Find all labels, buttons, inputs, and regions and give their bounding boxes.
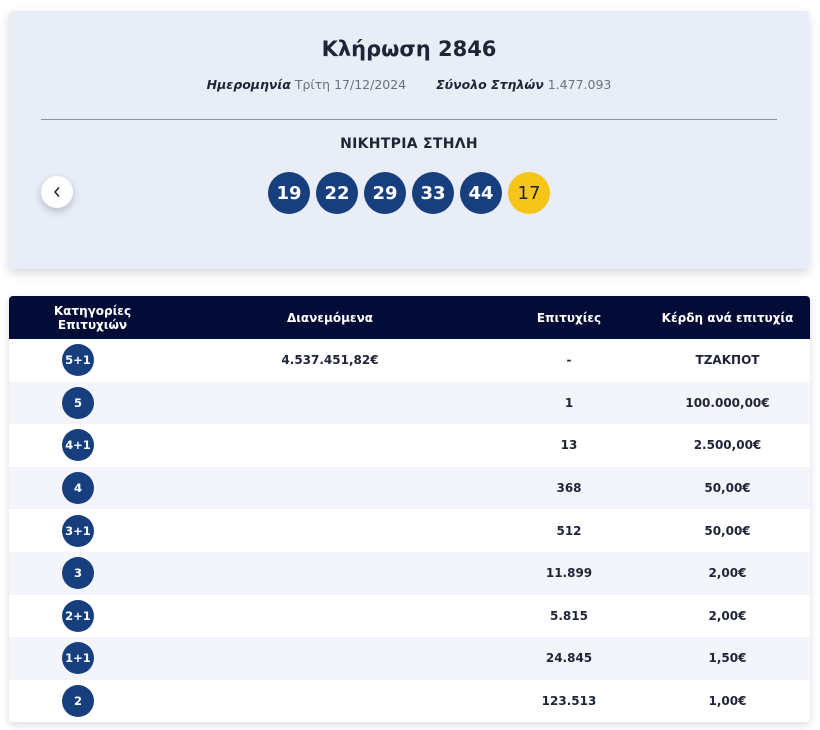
category-badge: 4 [62, 472, 94, 505]
draw-card: Κλήρωση 2846 Ημερομηνία Τρίτη 17/12/2024… [9, 11, 809, 269]
table-row: 5+1 4.537.451,82€ - ΤΖΑΚΠΟΤ [9, 339, 810, 382]
columns-value: 1.477.093 [547, 77, 612, 92]
chevron-left-icon [54, 187, 60, 197]
winners-cell: 123.513 [541, 694, 597, 709]
table-body: 5+1 4.537.451,82€ - ΤΖΑΚΠΟΤ 5 1 100.000,… [9, 339, 810, 722]
prize-table: Κατηγορίες Επιτυχιών Διανεμόμενα Επιτυχί… [9, 296, 810, 722]
table-row: 4 368 50,00€ [9, 466, 810, 510]
table-row: 2 123.513 1,00€ [9, 679, 810, 722]
winners-cell: 13 [560, 438, 578, 453]
number-ball: 44 [460, 172, 502, 214]
winning-column-title: ΝΙΚΗΤΡΙΑ ΣΤΗΛΗ [340, 136, 478, 152]
header-winners: Επιτυχίες [536, 310, 602, 325]
date-label: Ημερομηνία [206, 77, 291, 92]
date-value: Τρίτη 17/12/2024 [294, 77, 407, 92]
number-ball: 19 [268, 172, 310, 214]
table-row: 3+1 512 50,00€ [9, 509, 810, 552]
number-ball: 33 [412, 172, 454, 214]
divider [41, 119, 777, 120]
header-category: Κατηγορίες Επιτυχιών [53, 303, 132, 332]
prize-cell: 1,00€ [708, 694, 747, 709]
columns-label: Σύνολο Στηλών [436, 77, 544, 92]
category-badge: 3+1 [62, 514, 94, 547]
table-row: 3 11.899 2,00€ [9, 551, 810, 595]
prize-cell: 2,00€ [708, 608, 747, 623]
prize-cell: 2,00€ [708, 566, 747, 581]
distributed-cell: 4.537.451,82€ [281, 353, 379, 368]
category-badge: 4+1 [62, 429, 94, 462]
prize-cell: 50,00€ [704, 523, 751, 538]
prize-cell: 2.500,00€ [693, 438, 762, 453]
category-badge: 1+1 [62, 642, 94, 675]
table-row: 1+1 24.845 1,50€ [9, 637, 810, 680]
header-prize: Κέρδη ανά επιτυχία [661, 310, 794, 325]
table-row: 4+1 13 2.500,00€ [9, 424, 810, 467]
winners-cell: - [566, 353, 572, 368]
category-badge: 2+1 [62, 599, 94, 632]
category-badge: 2 [62, 685, 94, 718]
table-row: 5 1 100.000,00€ [9, 381, 810, 425]
prize-cell: 50,00€ [704, 481, 751, 496]
category-badge: 3 [62, 557, 94, 590]
winners-cell: 24.845 [545, 651, 593, 666]
table-header: Κατηγορίες Επιτυχιών Διανεμόμενα Επιτυχί… [9, 296, 810, 339]
table-row: 2+1 5.815 2,00€ [9, 594, 810, 638]
category-badge: 5 [62, 386, 94, 419]
draw-title: Κλήρωση 2846 [321, 37, 497, 61]
draw-meta: Ημερομηνία Τρίτη 17/12/2024 Σύνολο Στηλώ… [9, 77, 809, 92]
winning-numbers: 19 22 29 33 44 17 [9, 172, 809, 214]
prize-cell: 100.000,00€ [685, 395, 770, 410]
number-ball: 29 [364, 172, 406, 214]
winners-cell: 11.899 [545, 566, 593, 581]
number-ball: 22 [316, 172, 358, 214]
category-badge: 5+1 [62, 344, 94, 377]
header-distributed: Διανεμόμενα [286, 310, 374, 325]
winners-cell: 368 [556, 481, 582, 496]
winners-cell: 512 [556, 523, 582, 538]
previous-draw-button[interactable] [41, 176, 73, 208]
bonus-ball: 17 [508, 172, 550, 214]
winners-cell: 5.815 [550, 608, 588, 623]
winners-cell: 1 [564, 395, 574, 410]
prize-cell: 1,50€ [708, 651, 747, 666]
prize-cell: ΤΖΑΚΠΟΤ [695, 353, 760, 368]
